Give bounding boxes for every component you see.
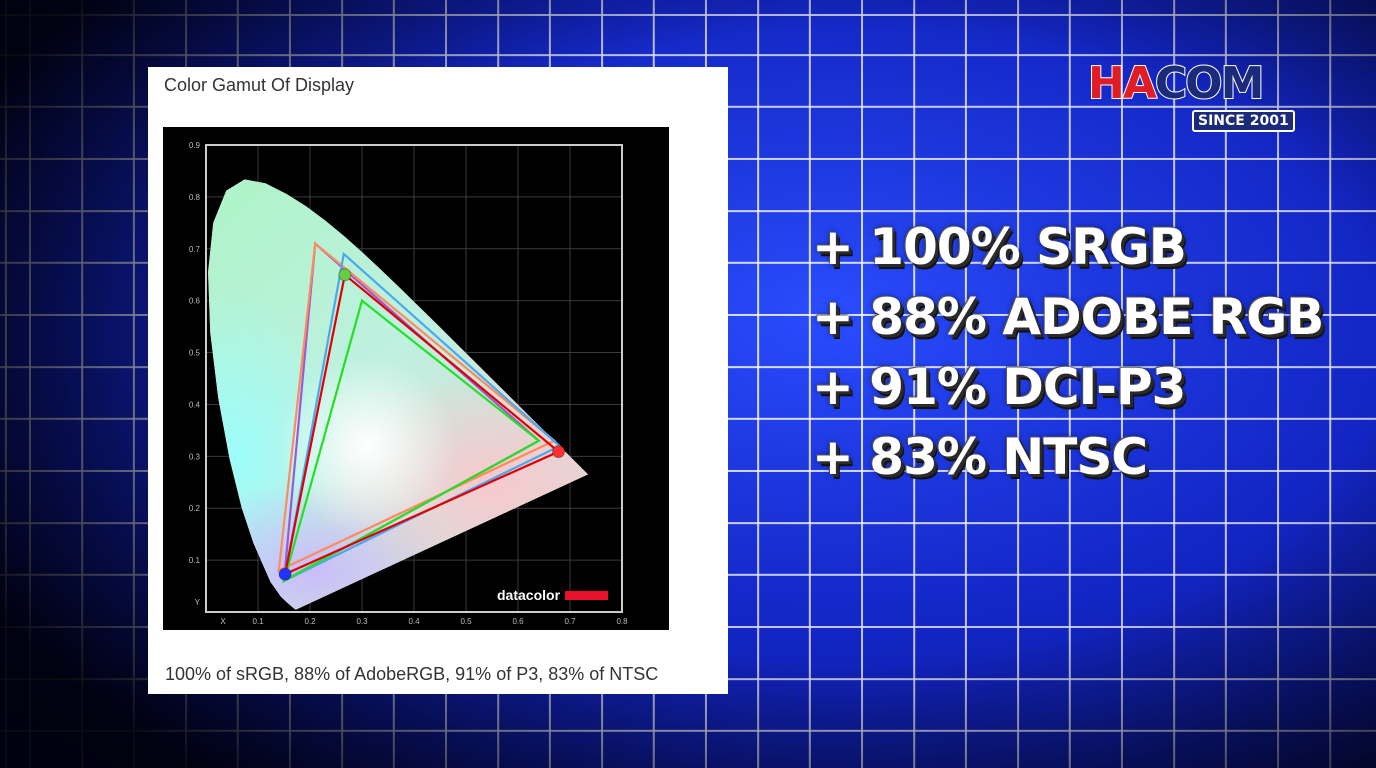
primary-marker: [278, 567, 292, 581]
card-caption: 100% of sRGB, 88% of AdobeRGB, 91% of P3…: [165, 664, 659, 684]
x-tick-label: 0.2: [304, 617, 316, 626]
locus-fill-white: [277, 355, 458, 536]
datacolor-watermark: datacolor: [497, 587, 561, 603]
stat-srgb: + 100% SRGB: [812, 218, 1187, 276]
y-tick-label: 0.5: [189, 349, 201, 358]
card-title: Color Gamut Of Display: [164, 75, 355, 95]
x-tick-label: 0.3: [356, 617, 368, 626]
y-tick-label: 0.1: [189, 556, 201, 565]
datacolor-logo: datacolor: [497, 587, 608, 603]
stat-ntsc: + 83% NTSC: [812, 428, 1148, 486]
gamut-card: Color Gamut Of Display X 0.1 0.2 0.3 0.4 0.5 0…: [148, 67, 728, 694]
stat-adobe-rgb: + 88% ADOBE RGB: [812, 288, 1324, 346]
y-tick-label: Y: [195, 598, 201, 607]
y-tick-label: 0.4: [189, 400, 201, 409]
gamut-triangle-3: [282, 298, 541, 584]
x-tick-label: 0.1: [252, 617, 264, 626]
x-tick-label: 0.7: [564, 617, 576, 626]
gamut-chart: X 0.1 0.2 0.3 0.4 0.5 0.6 0.7 0.8 Y 0.1 0.2 0.3 0.4 0.…: [163, 127, 669, 630]
logo-tagline: SINCE 2001: [1192, 110, 1295, 132]
y-tick-label: 0.8: [189, 193, 201, 202]
x-tick-label: X: [220, 617, 226, 626]
primary-marker: [552, 445, 566, 459]
hacom-logo: HACOM SINCE 2001: [1087, 57, 1298, 134]
logo-wordmark: HACOM: [1087, 57, 1265, 110]
x-tick-label: 0.6: [512, 617, 524, 626]
x-tick-label: 0.5: [460, 617, 472, 626]
stat-dci-p3: + 91% DCI-P3: [812, 358, 1186, 416]
x-tick-label: 0.8: [616, 617, 628, 626]
y-tick-label: 0.3: [189, 452, 201, 461]
datacolor-bar: [565, 591, 608, 600]
y-tick-label: 0.9: [189, 141, 201, 150]
primary-marker: [338, 268, 352, 282]
y-tick-label: 0.6: [189, 297, 201, 306]
spectral-locus: [208, 179, 589, 610]
gamut-triangle-1: [277, 241, 557, 573]
gamut-chart-svg: X 0.1 0.2 0.3 0.4 0.5 0.6 0.7 0.8 Y 0.1 0.2 0.3 0.4 0.…: [189, 141, 628, 626]
plot-frame: [205, 144, 623, 613]
gamut-stats: + 100% SRGB + 88% ADOBE RGB + 91% DCI-P3…: [812, 212, 1324, 492]
y-tick-label: 0.2: [189, 504, 201, 513]
y-tick-label: 0.7: [189, 245, 201, 254]
x-tick-label: 0.4: [408, 617, 420, 626]
gamut-triangle-4: [283, 272, 561, 576]
